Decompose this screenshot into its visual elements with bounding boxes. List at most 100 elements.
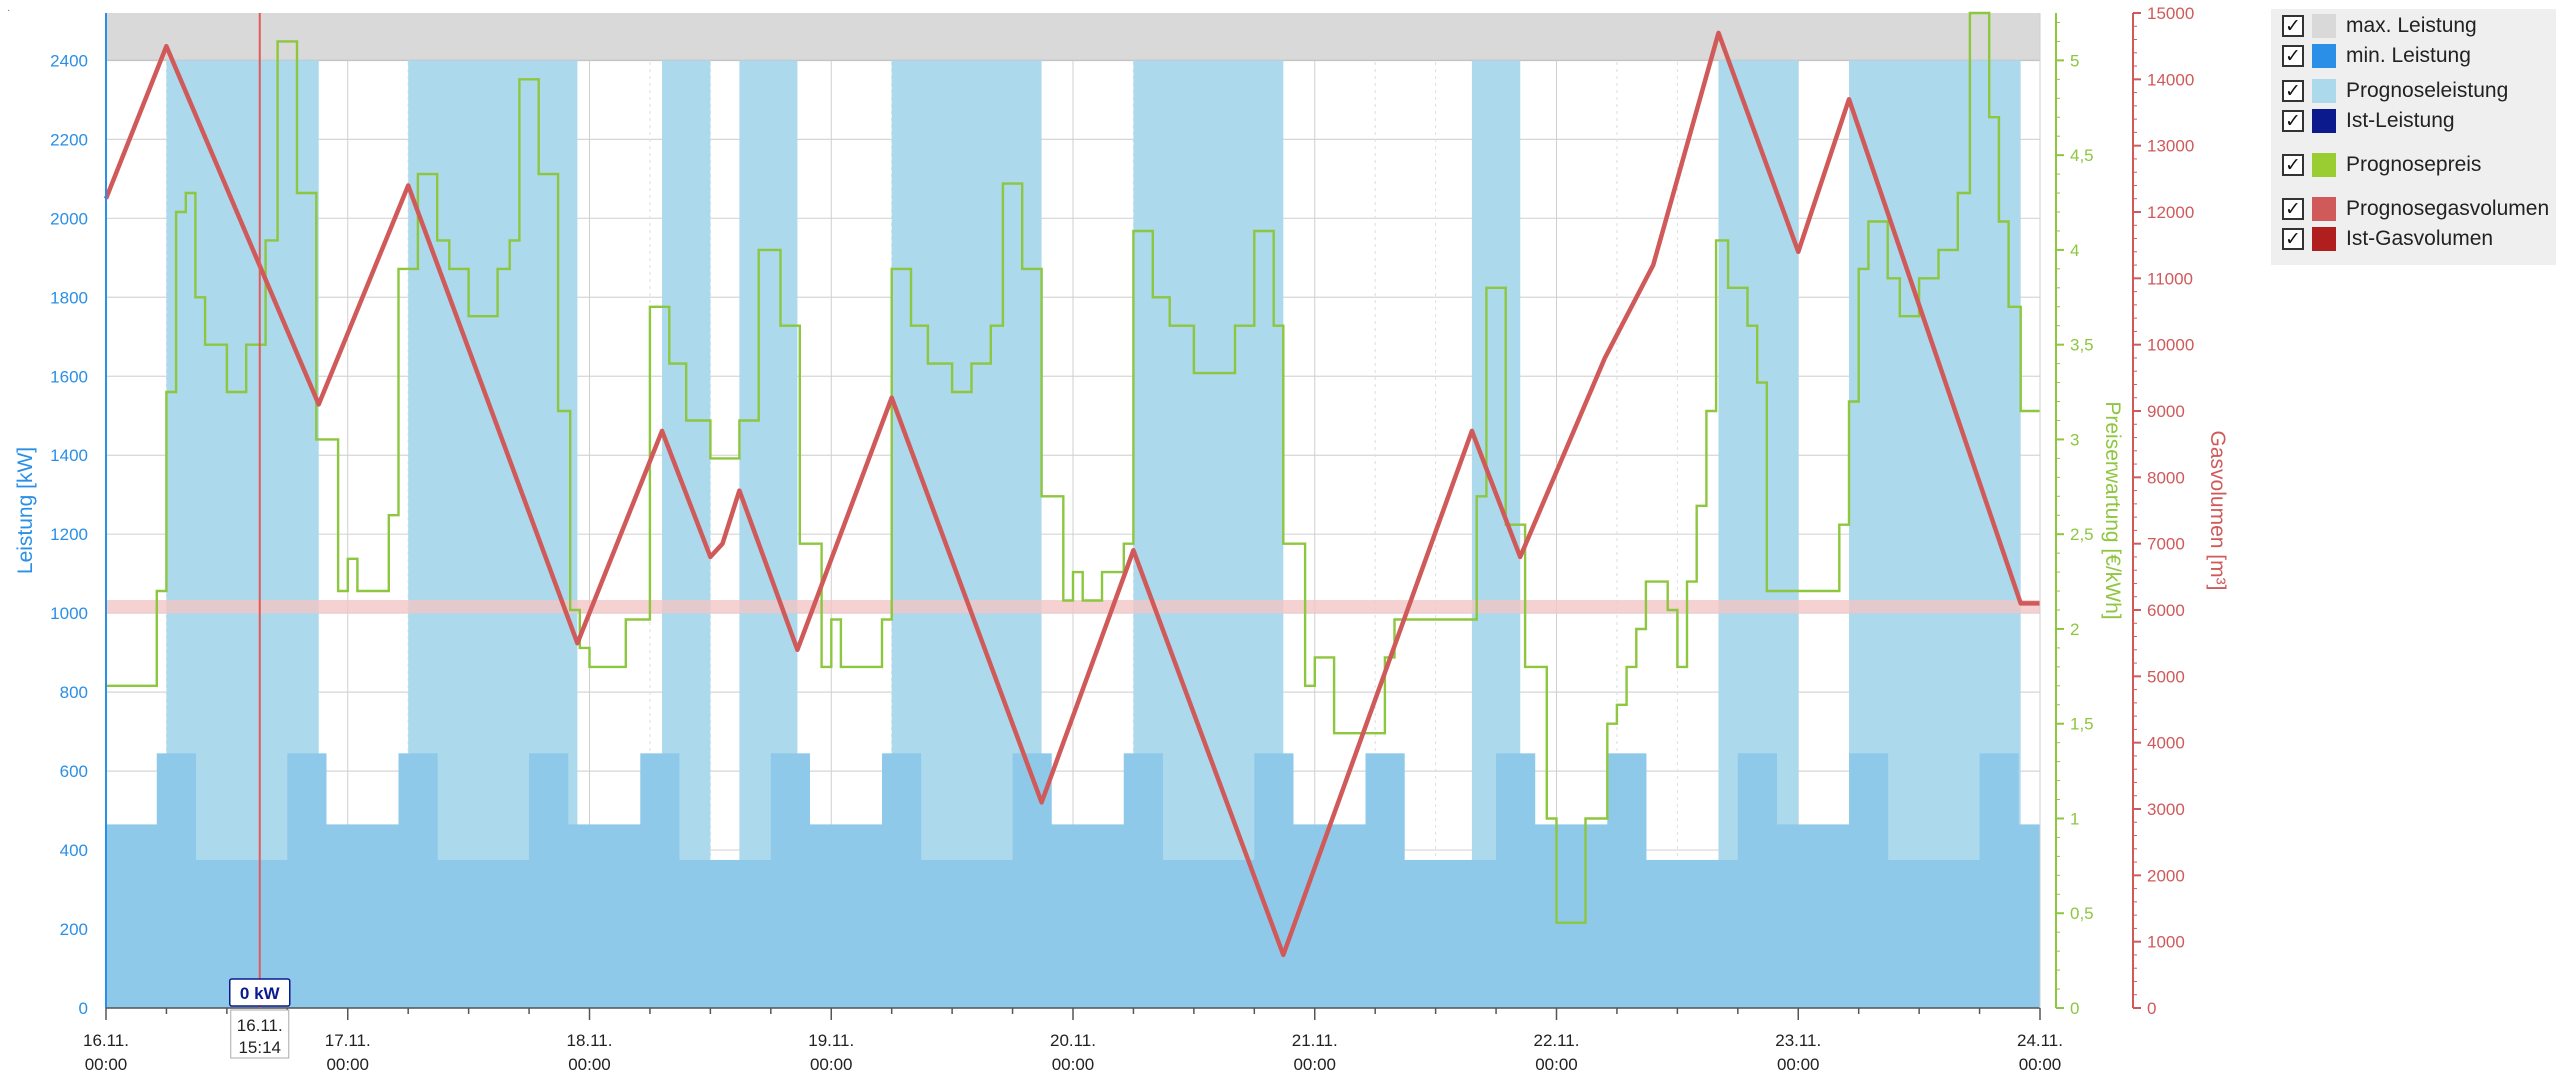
min-power-step <box>770 753 810 1008</box>
x-tick-date: 17.11. <box>325 1031 371 1050</box>
x-tick-date: 18.11. <box>566 1031 612 1050</box>
min-power-step <box>1404 859 1497 1008</box>
legend-item[interactable]: ✓ Ist-Gasvolumen <box>2282 226 2493 252</box>
price-tick-label: 4,5 <box>2070 146 2094 165</box>
y-left-tick-label: 2200 <box>50 130 88 149</box>
y-left-tick-label: 800 <box>60 683 88 702</box>
gas-tick-label: 12000 <box>2147 203 2194 222</box>
x-tick-time: 00:00 <box>810 1055 853 1074</box>
legend-checkbox[interactable]: ✓ <box>2282 15 2304 37</box>
legend-label: min. Leistung <box>2346 44 2471 67</box>
gas-tick-label: 9000 <box>2147 402 2185 421</box>
min-power-step <box>437 859 530 1008</box>
legend-checkbox[interactable]: ✓ <box>2282 198 2304 220</box>
gas-tick-label: 6000 <box>2147 601 2185 620</box>
min-power-step <box>567 824 641 1008</box>
legend-checkbox[interactable]: ✓ <box>2282 228 2304 250</box>
price-tick-label: 2 <box>2070 620 2079 639</box>
gas-tick-label: 0 <box>2147 999 2156 1018</box>
y-left-tick-label: 1000 <box>50 604 88 623</box>
min-power-step <box>325 824 400 1008</box>
min-power-step <box>809 824 883 1008</box>
y-left-tick-label: 600 <box>60 762 88 781</box>
gas-series <box>103 30 2040 958</box>
min-power-step <box>1849 753 1889 1008</box>
legend-label: Ist-Leistung <box>2346 109 2455 132</box>
price-series <box>106 11 2040 924</box>
legend: ✓ max. Leistung ✓ min. Leistung ✓ Prognoselei… <box>2271 9 2556 265</box>
legend-label: Ist-Gasvolumen <box>2346 227 2494 250</box>
price-tick-label: 0 <box>2070 999 2079 1018</box>
legend-label: Prognosepreis <box>2346 153 2482 176</box>
price-tick-label: 1,5 <box>2070 715 2094 734</box>
cursor[interactable]: 0 kW 16.11. 15:14 <box>229 13 291 1059</box>
min-power-step <box>1123 753 1163 1008</box>
min-power-step <box>882 753 922 1008</box>
min-power-step <box>398 753 438 1008</box>
y-left-tick-label: 1800 <box>50 288 88 307</box>
price-tick-label: 5 <box>2070 51 2079 70</box>
x-tick-date: 20.11. <box>1050 1031 1096 1050</box>
min-power-step <box>1534 824 1608 1008</box>
cursor-date-label: 16.11. <box>237 1016 283 1035</box>
x-tick-date: 16.11. <box>83 1031 129 1050</box>
legend-swatch <box>2312 197 2336 221</box>
legend-swatch <box>2312 227 2336 251</box>
legend-swatch <box>2312 109 2336 133</box>
legend-item[interactable]: ✓ Prognoseleistung <box>2282 78 2508 104</box>
y-left-tick-label: 1600 <box>50 367 88 386</box>
gas-tick-label: 14000 <box>2147 70 2194 89</box>
legend-checkbox[interactable]: ✓ <box>2282 110 2304 132</box>
min-power-step <box>1162 859 1255 1008</box>
gas-tick-label: 5000 <box>2147 667 2185 686</box>
x-tick-date: 21.11. <box>1292 1031 1338 1050</box>
legend-item[interactable]: ✓ max. Leistung <box>2282 13 2477 39</box>
legend-item[interactable]: ✓ Prognosegasvolumen <box>2282 196 2549 222</box>
min-power-step <box>1887 859 1981 1008</box>
min-power-step <box>920 859 1014 1008</box>
legend-checkbox[interactable]: ✓ <box>2282 45 2304 67</box>
legend-checkbox[interactable]: ✓ <box>2282 80 2304 102</box>
gas-tick-label: 11000 <box>2147 269 2193 288</box>
gas-tick-label: 1000 <box>2147 933 2185 952</box>
gas-tick-label: 3000 <box>2147 800 2185 819</box>
min-power-step <box>678 859 772 1008</box>
y-left-tick-label: 200 <box>60 920 88 939</box>
gas-axis-title: Gasvolumen [m³] <box>2206 431 2229 591</box>
x-tick-time: 00:00 <box>85 1055 128 1074</box>
min-power-step <box>1292 824 1367 1008</box>
cursor-value-label: 0 kW <box>240 984 281 1003</box>
legend-item[interactable]: ✓ min. Leistung <box>2282 43 2471 69</box>
y-left-tick-label: 0 <box>79 999 88 1018</box>
legend-label: Prognoseleistung <box>2346 79 2509 102</box>
y-left-tick-label: 400 <box>60 841 88 860</box>
max-power-band-rect <box>106 13 2040 61</box>
price-tick-label: 0,5 <box>2070 904 2094 923</box>
x-tick-date: 22.11. <box>1533 1031 1579 1050</box>
x-tick-date: 23.11. <box>1775 1031 1821 1050</box>
x-tick-time: 00:00 <box>1777 1055 1820 1074</box>
legend-label: Prognosegasvolumen <box>2346 197 2550 220</box>
legend-item[interactable]: ✓ Prognosepreis <box>2282 152 2481 178</box>
axes: 0200400600800100012001400160018002000220… <box>14 4 2229 1074</box>
min-power-step <box>1254 753 1294 1008</box>
min-power-step <box>2018 824 2041 1008</box>
legend-label: max. Leistung <box>2346 14 2477 37</box>
legend-checkbox[interactable]: ✓ <box>2282 154 2304 176</box>
price-tick-label: 3 <box>2070 430 2079 449</box>
y-left-tick-label: 2000 <box>50 209 88 228</box>
y-left-tick-label: 1200 <box>50 525 88 544</box>
cursor-value-box <box>229 978 291 1007</box>
min-power-step <box>1607 753 1647 1008</box>
gas-tick-label: 15000 <box>2147 4 2194 23</box>
gas-limit-band <box>106 600 2040 614</box>
min-power-step <box>156 753 196 1008</box>
x-tick-time: 00:00 <box>2019 1055 2062 1074</box>
x-tick-time: 00:00 <box>1293 1055 1336 1074</box>
min-power-step <box>1737 753 1777 1008</box>
min-power-step <box>1496 753 1536 1008</box>
price-axis-title: Preiserwartung [€/kWh] <box>2101 401 2124 619</box>
x-tick-time: 00:00 <box>1052 1055 1095 1074</box>
legend-item[interactable]: ✓ Ist-Leistung <box>2282 108 2455 134</box>
